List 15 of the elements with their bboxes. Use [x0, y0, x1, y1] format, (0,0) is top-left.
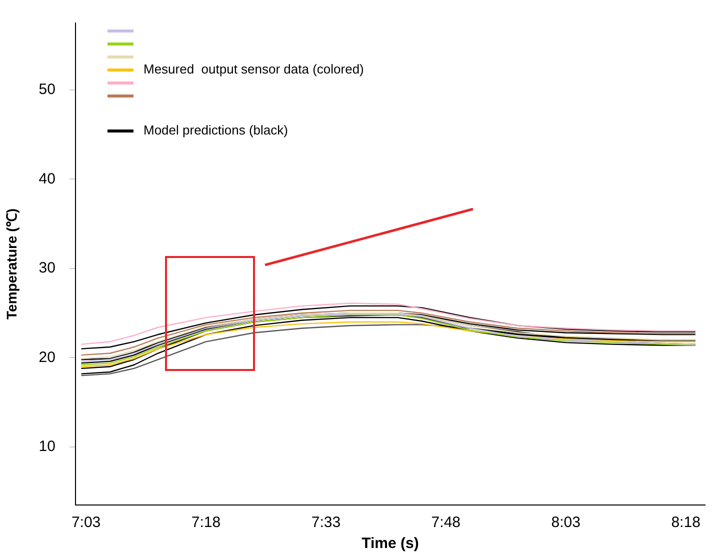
y-axis-title: Temperature (℃) [3, 208, 20, 320]
y-tick-label: 30 [38, 260, 56, 277]
x-tick-label: 7:03 [71, 514, 101, 532]
legend-label: Mesured output sensor data (colored) [143, 62, 364, 77]
x-tick-label: 7:33 [311, 514, 341, 532]
y-tick-label: 50 [38, 81, 56, 98]
y-tick-label: 40 [38, 170, 56, 188]
y-tick-label: 20 [38, 348, 56, 366]
x-tick-label: 7:48 [431, 514, 460, 532]
x-tick-label: 7:18 [191, 514, 221, 532]
legend-label: Model predictions (black) [143, 122, 288, 138]
x-axis-title: Time (s) [362, 535, 419, 552]
x-tick-label: 8:18 [671, 514, 700, 532]
y-tick-label: 10 [38, 438, 56, 456]
x-tick-label: 8:03 [551, 514, 580, 532]
